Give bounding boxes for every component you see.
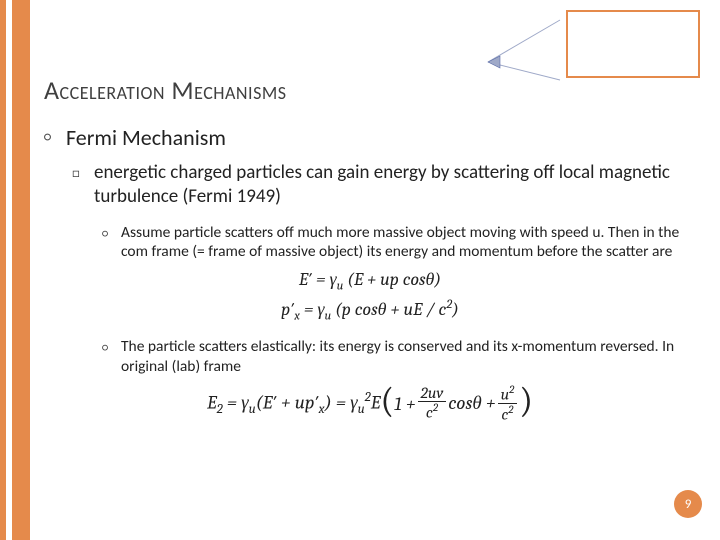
- equation-1-line-2: p′x = γu (p cosθ + uE / c2): [44, 298, 696, 324]
- bullet-lvl1: ○ Fermi Mechanism: [44, 124, 696, 151]
- right-paren-icon: ): [519, 387, 533, 416]
- corner-arrow-icon: [478, 12, 562, 112]
- slide-title: Acceleration Mechanisms: [44, 74, 287, 106]
- fraction-1: 2uv c2: [418, 385, 447, 422]
- frac2-den: c2: [498, 404, 516, 424]
- lvl1-text: Fermi Mechanism: [66, 124, 226, 151]
- corner-placeholder-box: [566, 10, 700, 78]
- left-paren-icon: (: [380, 387, 394, 416]
- page-number-badge: 9: [674, 490, 702, 518]
- bullet-lvl3-b: ○ The particle scatters elastically: its…: [102, 337, 696, 376]
- slide-body: ○ Fermi Mechanism □ energetic charged pa…: [44, 124, 696, 423]
- equation-2-term-1: 1 +: [394, 393, 415, 415]
- bullet-lvl2: □ energetic charged particles can gain e…: [72, 161, 696, 209]
- equation-2-prefix: E2 = γu(E′ + up′x) = γu2E: [207, 390, 380, 417]
- bullet-lvl3-a: ○ Assume particle scatters off much more…: [102, 223, 696, 262]
- square-bullet-icon: □: [72, 166, 84, 209]
- frac1-num: 2uv: [418, 385, 447, 402]
- lvl3a-text: Assume particle scatters off much more m…: [121, 223, 696, 262]
- circle-bullet-icon: ○: [44, 130, 56, 151]
- frac1-den: c2: [423, 402, 441, 422]
- equation-block-1: E′ = γu (E + up cosθ) p′x = γu (p cosθ +…: [44, 269, 696, 323]
- fraction-2: u2 c2: [498, 384, 518, 423]
- equation-1-line-1: E′ = γu (E + up cosθ): [44, 269, 696, 294]
- equation-block-2: E2 = γu(E′ + up′x) = γu2E ( 1 + 2uv c2 c…: [44, 384, 696, 423]
- left-accent-bar-outer: [0, 0, 6, 540]
- equation-2-mid: cosθ +: [448, 392, 495, 415]
- lvl3b-text: The particle scatters elastically: its e…: [121, 337, 696, 376]
- circle-bullet-icon: ○: [102, 227, 113, 262]
- left-accent-bar-inner: [12, 0, 30, 540]
- circle-bullet-icon: ○: [102, 341, 113, 376]
- frac2-num: u2: [498, 384, 518, 403]
- lvl2-text: energetic charged particles can gain ene…: [94, 161, 696, 209]
